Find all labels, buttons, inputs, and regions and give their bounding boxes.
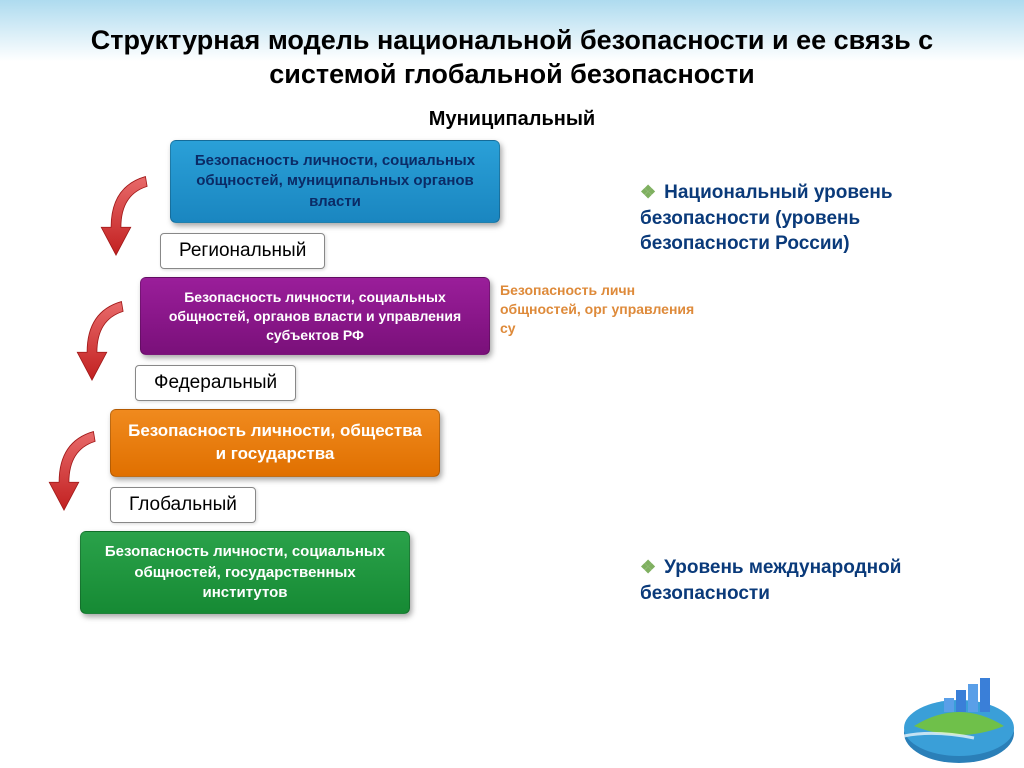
label-regional: Региональный [160,233,325,269]
arrow-2 [66,295,136,385]
block-municipal: Безопасность личности, социальных общнос… [170,140,500,223]
corner-globe-icon [874,648,1024,768]
block-global: Безопасность личности, социальных общнос… [80,531,410,614]
side-note-international: Уровень международной безопасности [640,555,980,606]
page-title: Структурная модель национальной безопасн… [0,0,1024,102]
subtitle-municipal: Муниципальный [0,108,1024,131]
block-federal: Безопасность личности, общества и госуда… [110,409,440,477]
label-global: Глобальный [110,487,256,523]
block-regional: Безопасность личности, социальных общнос… [140,277,490,356]
side-note-national: Национальный уровень безопасности (урове… [640,180,980,257]
arrow-1 [90,170,160,260]
block-regional-overflow: Безопасность личн общностей, орг управле… [500,281,700,338]
label-federal: Федеральный [135,365,296,401]
diagram-container: Безопасность личности, социальных общнос… [70,140,620,614]
arrow-3 [38,425,108,515]
